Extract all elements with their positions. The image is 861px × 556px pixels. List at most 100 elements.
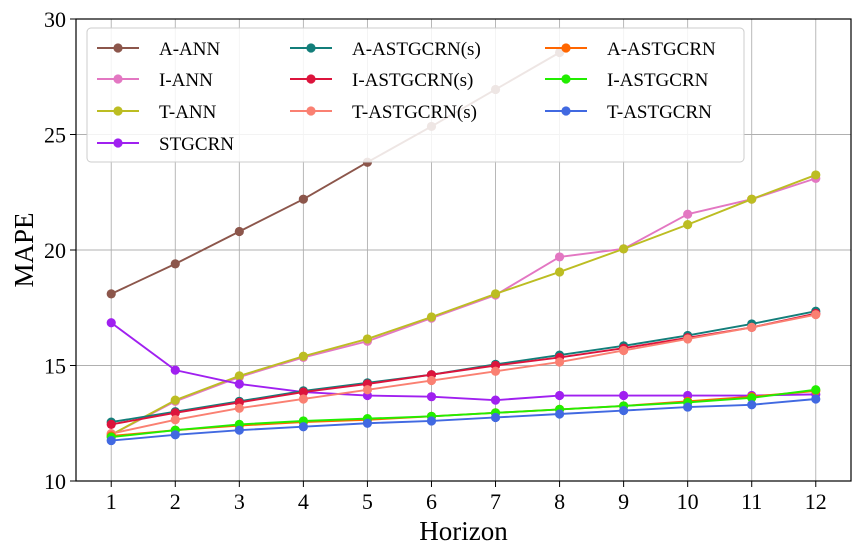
data-point [106, 289, 116, 299]
legend-item: A-ASTGCRN [545, 39, 716, 60]
legend-swatch-marker [113, 106, 123, 116]
data-point [747, 393, 757, 403]
data-point [554, 267, 565, 277]
legend-item: T-ANN [97, 102, 217, 123]
x-tick-label: 5 [362, 489, 373, 514]
data-point [234, 403, 244, 413]
data-point [554, 357, 565, 367]
legend-swatch-marker [113, 138, 123, 148]
y-tick-label: 30 [44, 7, 66, 32]
y-tick-label: 10 [44, 469, 66, 494]
legend-item: STGCRN [97, 134, 234, 155]
data-point [362, 334, 373, 344]
data-point [362, 385, 373, 395]
legend-item: I-ASTGCRN(s) [290, 70, 473, 91]
legend-item: I-ANN [97, 70, 213, 91]
legend-swatch-marker [113, 74, 123, 84]
data-point [811, 385, 821, 395]
data-point [298, 394, 308, 404]
series-line [110, 322, 816, 402]
data-point [298, 387, 308, 397]
data-point [426, 392, 437, 402]
x-tick-label: 3 [234, 489, 245, 514]
x-tick-label: 4 [298, 489, 309, 514]
y-axis-label: MAPE [9, 212, 39, 287]
data-point [234, 226, 244, 237]
legend-label: A-ANN [159, 39, 220, 60]
data-point [426, 375, 437, 386]
legend-box [86, 27, 745, 163]
data-point [747, 400, 757, 410]
data-point [490, 366, 501, 376]
x-tick-label: 10 [677, 489, 699, 514]
data-point [683, 209, 693, 219]
data-point [683, 219, 693, 230]
data-point [554, 252, 565, 262]
x-tick-label: 9 [618, 489, 629, 514]
legend-swatch-marker [306, 106, 316, 116]
series-line [110, 174, 817, 436]
data-point [170, 395, 180, 405]
data-point [298, 194, 308, 204]
x-tick-label: 7 [490, 489, 501, 514]
data-point [619, 244, 629, 254]
x-tick-label: 11 [741, 489, 762, 514]
legend-swatch-marker [561, 74, 571, 84]
data-point [362, 418, 373, 428]
legend-swatch-marker [306, 74, 316, 84]
data-point [106, 318, 116, 328]
legend-swatch-marker [113, 43, 123, 53]
x-tick-label: 6 [426, 489, 437, 514]
data-point [683, 402, 693, 412]
series-t-astgcrn-s- [106, 310, 821, 439]
series-t-ann [106, 170, 821, 440]
x-tick-label: 2 [170, 489, 181, 514]
legend-label: A-ASTGCRN(s) [352, 39, 481, 60]
legend-swatch-marker [306, 43, 316, 53]
legend-label: I-ASTGCRN(s) [352, 70, 473, 91]
x-tick-label: 12 [805, 489, 827, 514]
data-point [426, 312, 437, 322]
data-point [490, 395, 501, 405]
data-point [106, 419, 116, 430]
data-point [234, 371, 244, 381]
legend: A-ANN I-ANN T-ANN STGCRN A-ASTGCRN(s) I-ASTGC… [86, 27, 745, 163]
data-point [298, 422, 308, 432]
data-point [619, 405, 629, 416]
legend-swatch-marker [561, 43, 571, 53]
series-layer [106, 47, 821, 446]
legend-item: T-ASTGCRN [545, 102, 712, 123]
data-point [811, 310, 821, 320]
data-point [554, 409, 565, 419]
data-point [811, 394, 821, 404]
y-tick-label: 15 [44, 354, 66, 379]
data-point [811, 170, 821, 180]
series-line [111, 398, 816, 442]
legend-label: T-ASTGCRN [607, 102, 712, 123]
series-line [111, 388, 816, 439]
data-point [170, 408, 180, 418]
legend-label: T-ANN [159, 102, 217, 123]
legend-label: A-ASTGCRN [607, 39, 716, 60]
x-axis-label: Horizon [419, 516, 508, 546]
y-tick-label: 25 [44, 123, 66, 148]
data-point [170, 259, 180, 269]
data-point [170, 430, 180, 440]
legend-item: T-ASTGCRN(s) [290, 102, 477, 123]
data-point [490, 412, 501, 423]
x-tick-label: 1 [106, 489, 117, 514]
legend-label: STGCRN [159, 134, 234, 155]
data-point [619, 345, 629, 356]
legend-item: I-ASTGCRN [545, 70, 709, 91]
legend-label: T-ASTGCRN(s) [352, 102, 477, 123]
data-point [619, 390, 629, 401]
data-point [106, 435, 116, 446]
data-point [554, 390, 565, 401]
y-tick-label: 20 [44, 238, 66, 263]
legend-item: A-ASTGCRN(s) [290, 39, 481, 60]
legend-label: I-ASTGCRN [607, 70, 709, 91]
series-line [111, 313, 816, 435]
data-point [170, 415, 180, 425]
data-point [747, 322, 757, 332]
